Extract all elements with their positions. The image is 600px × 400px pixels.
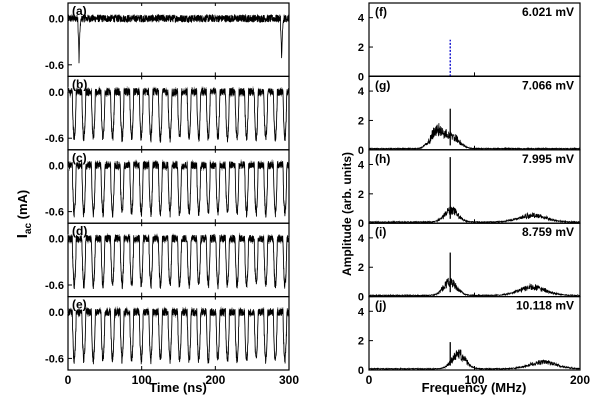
y-tick-label: 0.0 (49, 13, 64, 25)
bias-voltage-label: 7.995 mV (522, 152, 574, 166)
y-tick-label: 0.0 (49, 234, 64, 246)
y-tick-label: 0.0 (49, 87, 64, 99)
spectrum-trace (368, 123, 581, 151)
current-axis-label-unit: (mA) (15, 190, 30, 223)
y-tick-label: -0.6 (45, 207, 64, 219)
x-tick-label: 100 (464, 373, 484, 387)
time-domain-panels: 0.0 -0.6 (a) 0.0 -0.6 (b) 0.0 -0.6 (c) 0.0 -0.6 (d)… (45, 2, 299, 387)
spectrum-panel: 0 2 4 (h) 7.995 mV (358, 149, 581, 230)
panel-label: (c) (72, 151, 87, 165)
y-tick-label: 0 (358, 292, 364, 304)
trace (67, 159, 290, 218)
x-tick-label: 0 (65, 373, 72, 387)
y-tick-label: 4 (358, 306, 365, 318)
panel-label: (f) (375, 5, 387, 19)
panel-label: (g) (375, 78, 390, 92)
y-tick-label: 4 (358, 86, 365, 98)
y-tick-label: 0.0 (49, 160, 64, 172)
current-axis-label-sub: ac (23, 223, 34, 235)
y-tick-label: 4 (358, 13, 365, 25)
amplitude-axis-label: Amplitude (arb. units) (340, 152, 354, 276)
panel-label: (h) (375, 152, 390, 166)
trace (67, 13, 290, 64)
spectrum-panels: 0 2 4 (f) 6.021 mV 0 2 4 (g) 7.066 mV 0 2 4 (h) 7.995 … (358, 2, 590, 387)
spectrum-trace (368, 205, 581, 224)
spectrum-panel: 0 2 4 (i) 8.759 mV (358, 222, 581, 304)
y-tick-label: -0.6 (45, 60, 64, 72)
panel-label: (b) (72, 77, 87, 91)
bias-voltage-label: 7.066 mV (522, 78, 574, 92)
bias-voltage-label: 8.759 mV (522, 225, 574, 239)
y-tick-label: 2 (358, 42, 364, 54)
x-tick-label: 200 (205, 373, 225, 387)
y-tick-label: 0 (358, 145, 364, 157)
y-tick-label: 2 (358, 262, 364, 274)
bias-voltage-label: 10.118 mV (516, 299, 574, 313)
panel-frame (67, 2, 290, 78)
y-tick-label: 2 (358, 336, 364, 348)
x-tick-label: 100 (132, 373, 152, 387)
x-tick-label: 300 (279, 373, 299, 387)
panel-label: (d) (72, 224, 87, 238)
current-axis-label: Iac (mA) (14, 190, 34, 239)
spectrum-panel: 0 2 4 (j) 10.118 mV 0 100 200 (358, 296, 590, 387)
y-tick-label: 4 (358, 159, 365, 171)
spectrum-trace (368, 277, 581, 298)
trace (67, 307, 290, 365)
y-tick-label: 0.0 (49, 307, 64, 319)
time-panel: 0.0 -0.6 (d) (45, 222, 290, 298)
time-panel: 0.0 -0.6 (b) (45, 75, 290, 151)
x-tick-label: 200 (570, 373, 590, 387)
y-tick-label: 2 (358, 115, 364, 127)
y-tick-label: 0 (358, 218, 364, 230)
time-axis-label: Time (ns) (149, 380, 207, 395)
spectrum-panel: 0 2 4 (f) 6.021 mV (358, 2, 581, 83)
current-axis-label-main: I (14, 234, 31, 238)
panel-label: (a) (72, 4, 87, 18)
y-tick-label: -0.6 (45, 353, 64, 365)
bias-voltage-label: 6.021 mV (522, 5, 574, 19)
spectrum-panel: 0 2 4 (g) 7.066 mV (358, 75, 581, 157)
panel-frame (67, 296, 290, 371)
y-tick-label: -0.6 (45, 133, 64, 145)
panel-label: (j) (375, 299, 386, 313)
y-tick-label: 2 (358, 189, 364, 201)
time-panel: 0.0 -0.6 (a) (45, 2, 290, 78)
trace (67, 86, 290, 143)
frequency-axis-label: Frequency (MHz) (422, 380, 527, 395)
y-tick-label: -0.6 (45, 280, 64, 292)
panel-label: (e) (72, 298, 87, 312)
spectrum-trace (368, 349, 581, 371)
y-tick-label: 4 (358, 233, 365, 245)
y-tick-label: 0 (358, 365, 364, 377)
time-panel: 0.0 -0.6 (c) (45, 149, 290, 224)
time-panel: 0.0 -0.6 (e) 0 100 200 300 (45, 296, 299, 387)
panel-label: (i) (375, 225, 386, 239)
trace (67, 233, 290, 290)
y-tick-label: 0 (358, 71, 364, 83)
x-tick-label: 0 (366, 373, 373, 387)
